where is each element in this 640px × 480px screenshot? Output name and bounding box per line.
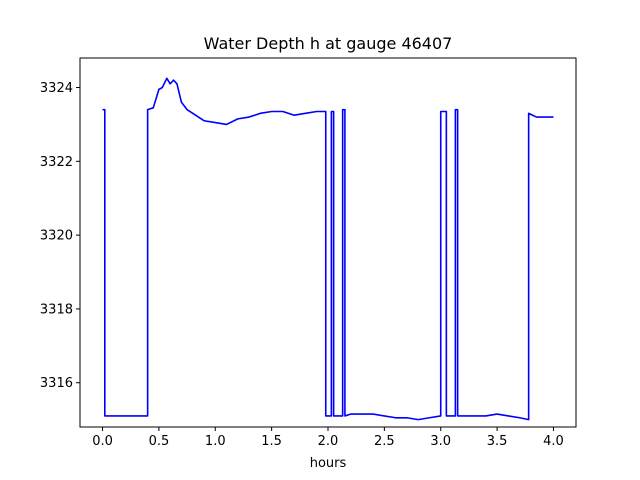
x-tick-label: 3.0 xyxy=(430,434,451,449)
y-tick-label: 3318 xyxy=(40,302,73,317)
plot-area xyxy=(102,77,554,421)
x-tick-label: 2.5 xyxy=(374,434,395,449)
y-tick-label: 3324 xyxy=(40,81,73,96)
plot-frame xyxy=(79,57,577,428)
y-tick-label: 3322 xyxy=(40,155,73,170)
chart-title: Water Depth h at gauge 46407 xyxy=(204,34,453,53)
x-axis-label: hours xyxy=(310,456,347,471)
axes: 0.0 0.5 1.0 1.5 2.0 2.5 3.0 3.5 4.0 3316 3318 3320 3… xyxy=(40,57,577,449)
series-line-0 xyxy=(102,77,554,421)
x-tick-label: 4.0 xyxy=(543,434,564,449)
x-tick-label: 2.0 xyxy=(318,434,339,449)
x-tick-label: 1.5 xyxy=(261,434,282,449)
x-tick-label: 3.5 xyxy=(487,434,508,449)
y-tick-label: 3320 xyxy=(40,229,73,244)
y-tick-label: 3316 xyxy=(40,376,73,391)
x-tick-label: 0.0 xyxy=(92,434,113,449)
x-tick-label: 1.0 xyxy=(205,434,226,449)
x-tick-label: 0.5 xyxy=(149,434,170,449)
